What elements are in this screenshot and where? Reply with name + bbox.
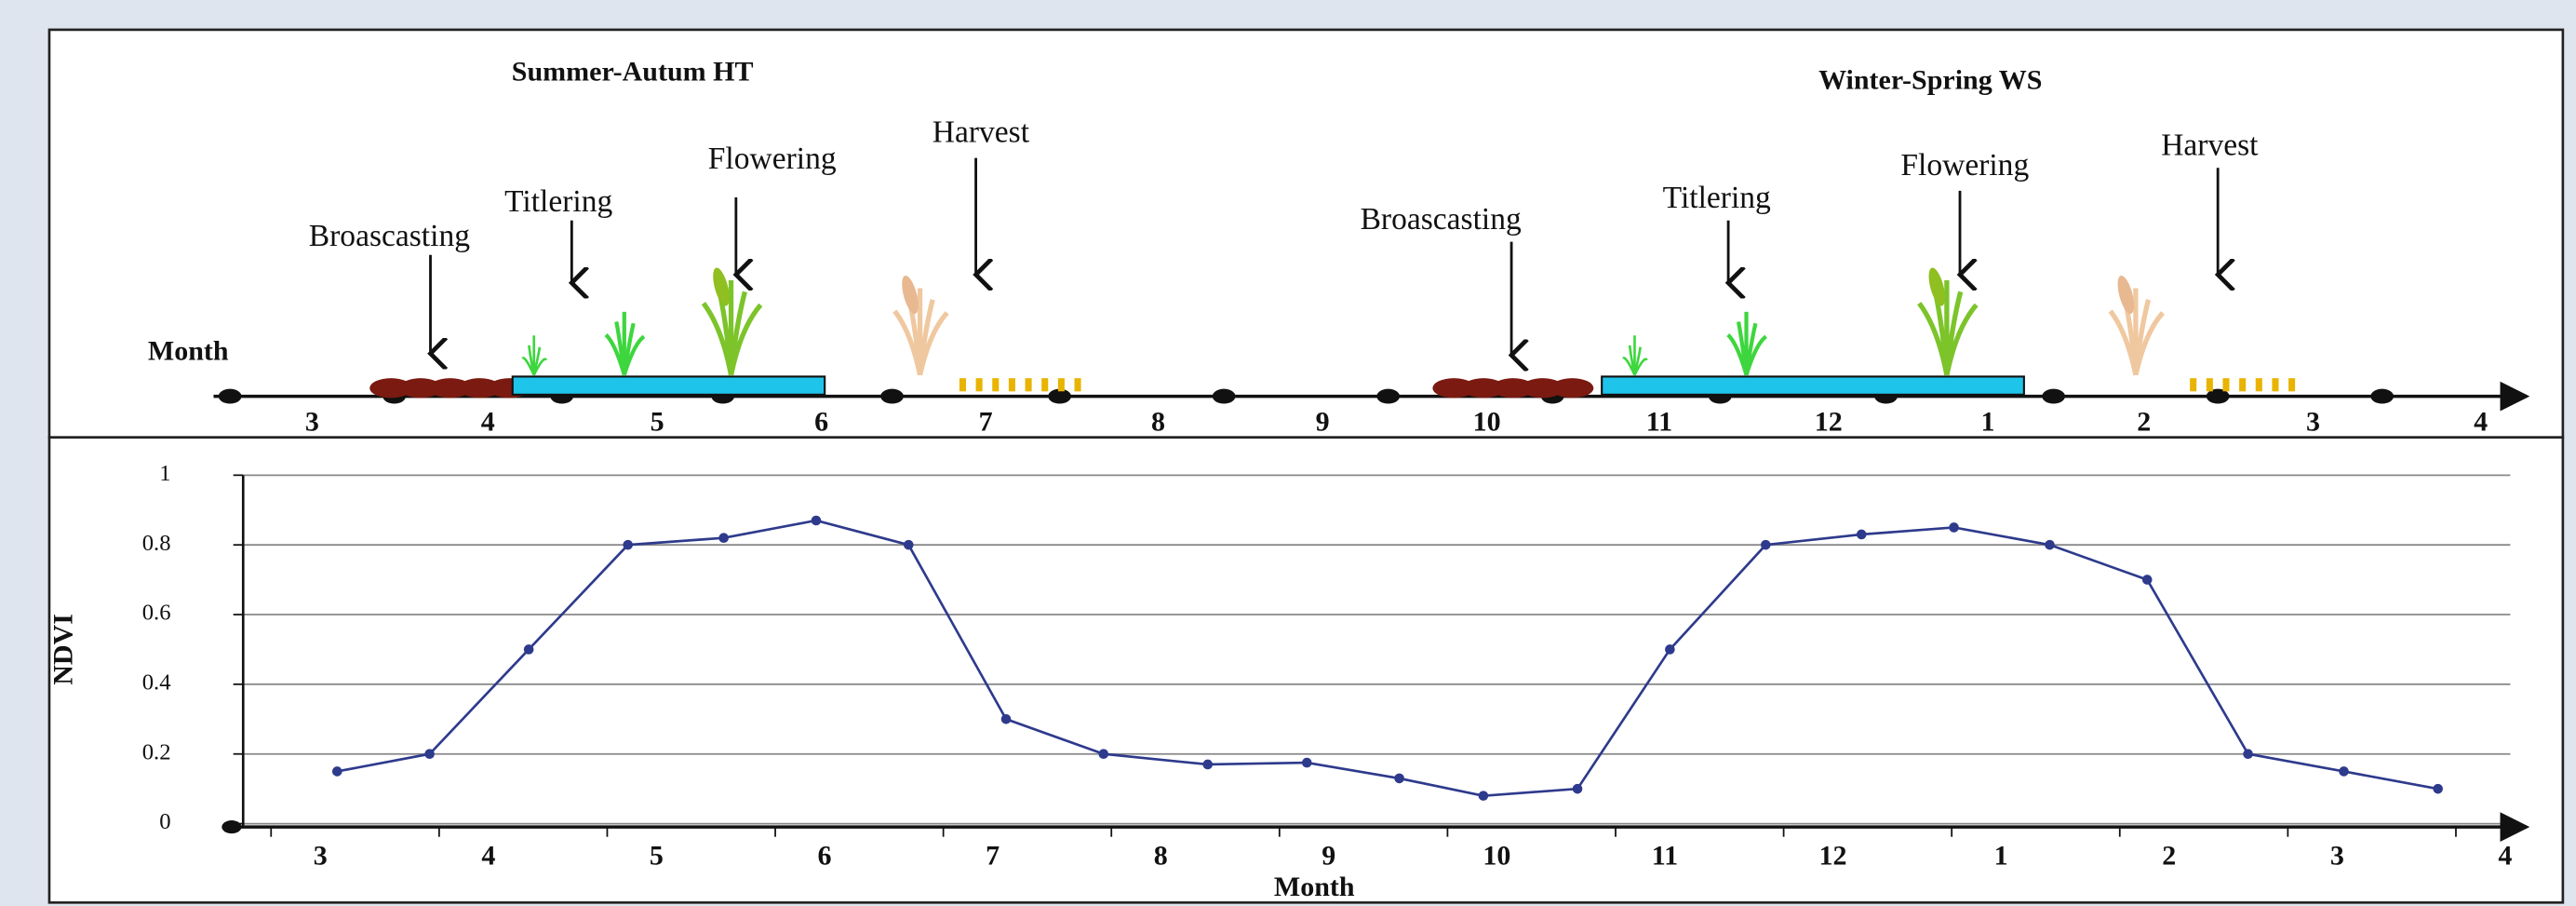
y-tick-label: 1 [159, 461, 170, 486]
y-tick-label: 0.4 [142, 670, 171, 696]
x-tick-label: 3 [2330, 841, 2344, 872]
timeline-month: 8 [1151, 406, 1165, 437]
ndvi-point [1302, 758, 1312, 768]
timeline-month: 2 [2137, 406, 2151, 437]
ndvi-point [2045, 540, 2055, 550]
stage-label: Broascasting [1361, 202, 1522, 237]
stage-label: Harvest [2161, 128, 2259, 163]
timeline-month: 4 [481, 406, 495, 437]
flooded-field [513, 376, 825, 394]
stage-label: Harvest [932, 115, 1030, 150]
x-tick-label: 3 [314, 841, 328, 872]
soil [1550, 378, 1593, 398]
timeline-dot [219, 389, 242, 404]
timeline-month: 1 [1981, 406, 1995, 437]
harvest-stubble [2288, 378, 2295, 391]
timeline-dot [2042, 389, 2065, 404]
harvest-stubble [992, 378, 999, 391]
timeline-month: 3 [2306, 406, 2320, 437]
ndvi-point [424, 749, 435, 759]
y-tick-label: 0.2 [142, 739, 171, 764]
x-tick-label: 9 [1322, 841, 1335, 872]
ndvi-point [1479, 791, 1489, 801]
x-tick-label: 12 [1819, 841, 1847, 872]
stage-label: Flowering [1900, 148, 2029, 183]
timeline-month: 5 [651, 406, 664, 437]
season-title: Summer-Autum HT [512, 56, 754, 87]
timeline-dot [2370, 389, 2394, 404]
ndvi-point [1665, 644, 1675, 655]
ndvi-point [2433, 784, 2443, 794]
ndvi-point [1573, 784, 1583, 794]
x-tick-label: 10 [1483, 841, 1510, 872]
ndvi-point [1857, 530, 1867, 540]
harvest-stubble [1041, 378, 1048, 391]
y-tick-label: 0.8 [142, 531, 171, 556]
timeline-dot [1213, 389, 1236, 404]
timeline-month: 9 [1316, 406, 1330, 437]
x-tick-label: 8 [1154, 841, 1168, 872]
ndvi-point [718, 533, 729, 543]
ndvi-point [1949, 522, 1959, 533]
ndvi-point [1202, 760, 1213, 770]
harvest-stubble [1026, 378, 1032, 391]
harvest-stubble [2256, 378, 2262, 391]
month-label: Month [148, 336, 229, 367]
stage-label: Titlering [1663, 181, 1771, 215]
timeline-month: 3 [305, 406, 319, 437]
ndvi-point [1001, 714, 1012, 724]
timeline-dot [880, 389, 904, 404]
harvest-stubble [2190, 378, 2196, 391]
season-title: Winter-Spring WS [1818, 64, 2042, 95]
x-tick-label: 11 [1652, 841, 1678, 872]
ndvi-point [1098, 749, 1108, 759]
harvest-stubble [1009, 378, 1015, 391]
y-axis-title: NDVI [48, 614, 79, 685]
flooded-field [1602, 376, 2024, 394]
ndvi-point [904, 540, 914, 550]
x-tick-label: 4 [481, 841, 495, 872]
harvest-stubble [2239, 378, 2246, 391]
harvest-stubble [2222, 378, 2229, 391]
x-tick-label: 6 [818, 841, 832, 872]
ndvi-point [1394, 774, 1404, 784]
ndvi-point [2243, 749, 2253, 759]
stage-label: Broascasting [309, 219, 470, 253]
timeline-month: 7 [979, 406, 993, 437]
axis-origin-dot [221, 820, 241, 833]
harvest-stubble [1075, 378, 1081, 391]
timeline-month: 6 [814, 406, 828, 437]
y-tick-label: 0 [159, 809, 170, 834]
chart-panel [49, 438, 2563, 903]
ndvi-point [332, 766, 342, 777]
harvest-stubble [2207, 378, 2213, 391]
timeline-month: 11 [1646, 406, 1672, 437]
y-tick-label: 0.6 [142, 601, 171, 626]
ndvi-point [812, 516, 822, 526]
harvest-stubble [959, 378, 966, 391]
x-tick-label: 7 [986, 841, 1000, 872]
harvest-stubble [2272, 378, 2278, 391]
ndvi-point [1761, 540, 1771, 550]
x-tick-label: 4 [2498, 841, 2512, 872]
figure: Month34567891011121234Summer-Autum HTBro… [0, 0, 2576, 906]
ndvi-point [2142, 575, 2153, 585]
ndvi-point [623, 540, 633, 550]
page: { "timeline": { "month_label": "Month", … [0, 0, 2576, 906]
timeline-month: 12 [1815, 406, 1843, 437]
harvest-stubble [976, 378, 983, 391]
harvest-stubble [1058, 378, 1065, 391]
x-tick-label: 2 [2162, 841, 2176, 872]
x-tick-label: 5 [650, 841, 664, 872]
x-tick-label: 1 [1994, 841, 2008, 872]
timeline-month: 4 [2474, 406, 2488, 437]
ndvi-point [2339, 766, 2349, 777]
stage-label: Flowering [708, 142, 837, 176]
stage-label: Titlering [504, 184, 612, 219]
ndvi-point [524, 644, 534, 655]
timeline-dot [1376, 389, 1400, 404]
x-axis-title: Month [1274, 872, 1355, 902]
timeline-month: 10 [1473, 406, 1501, 437]
